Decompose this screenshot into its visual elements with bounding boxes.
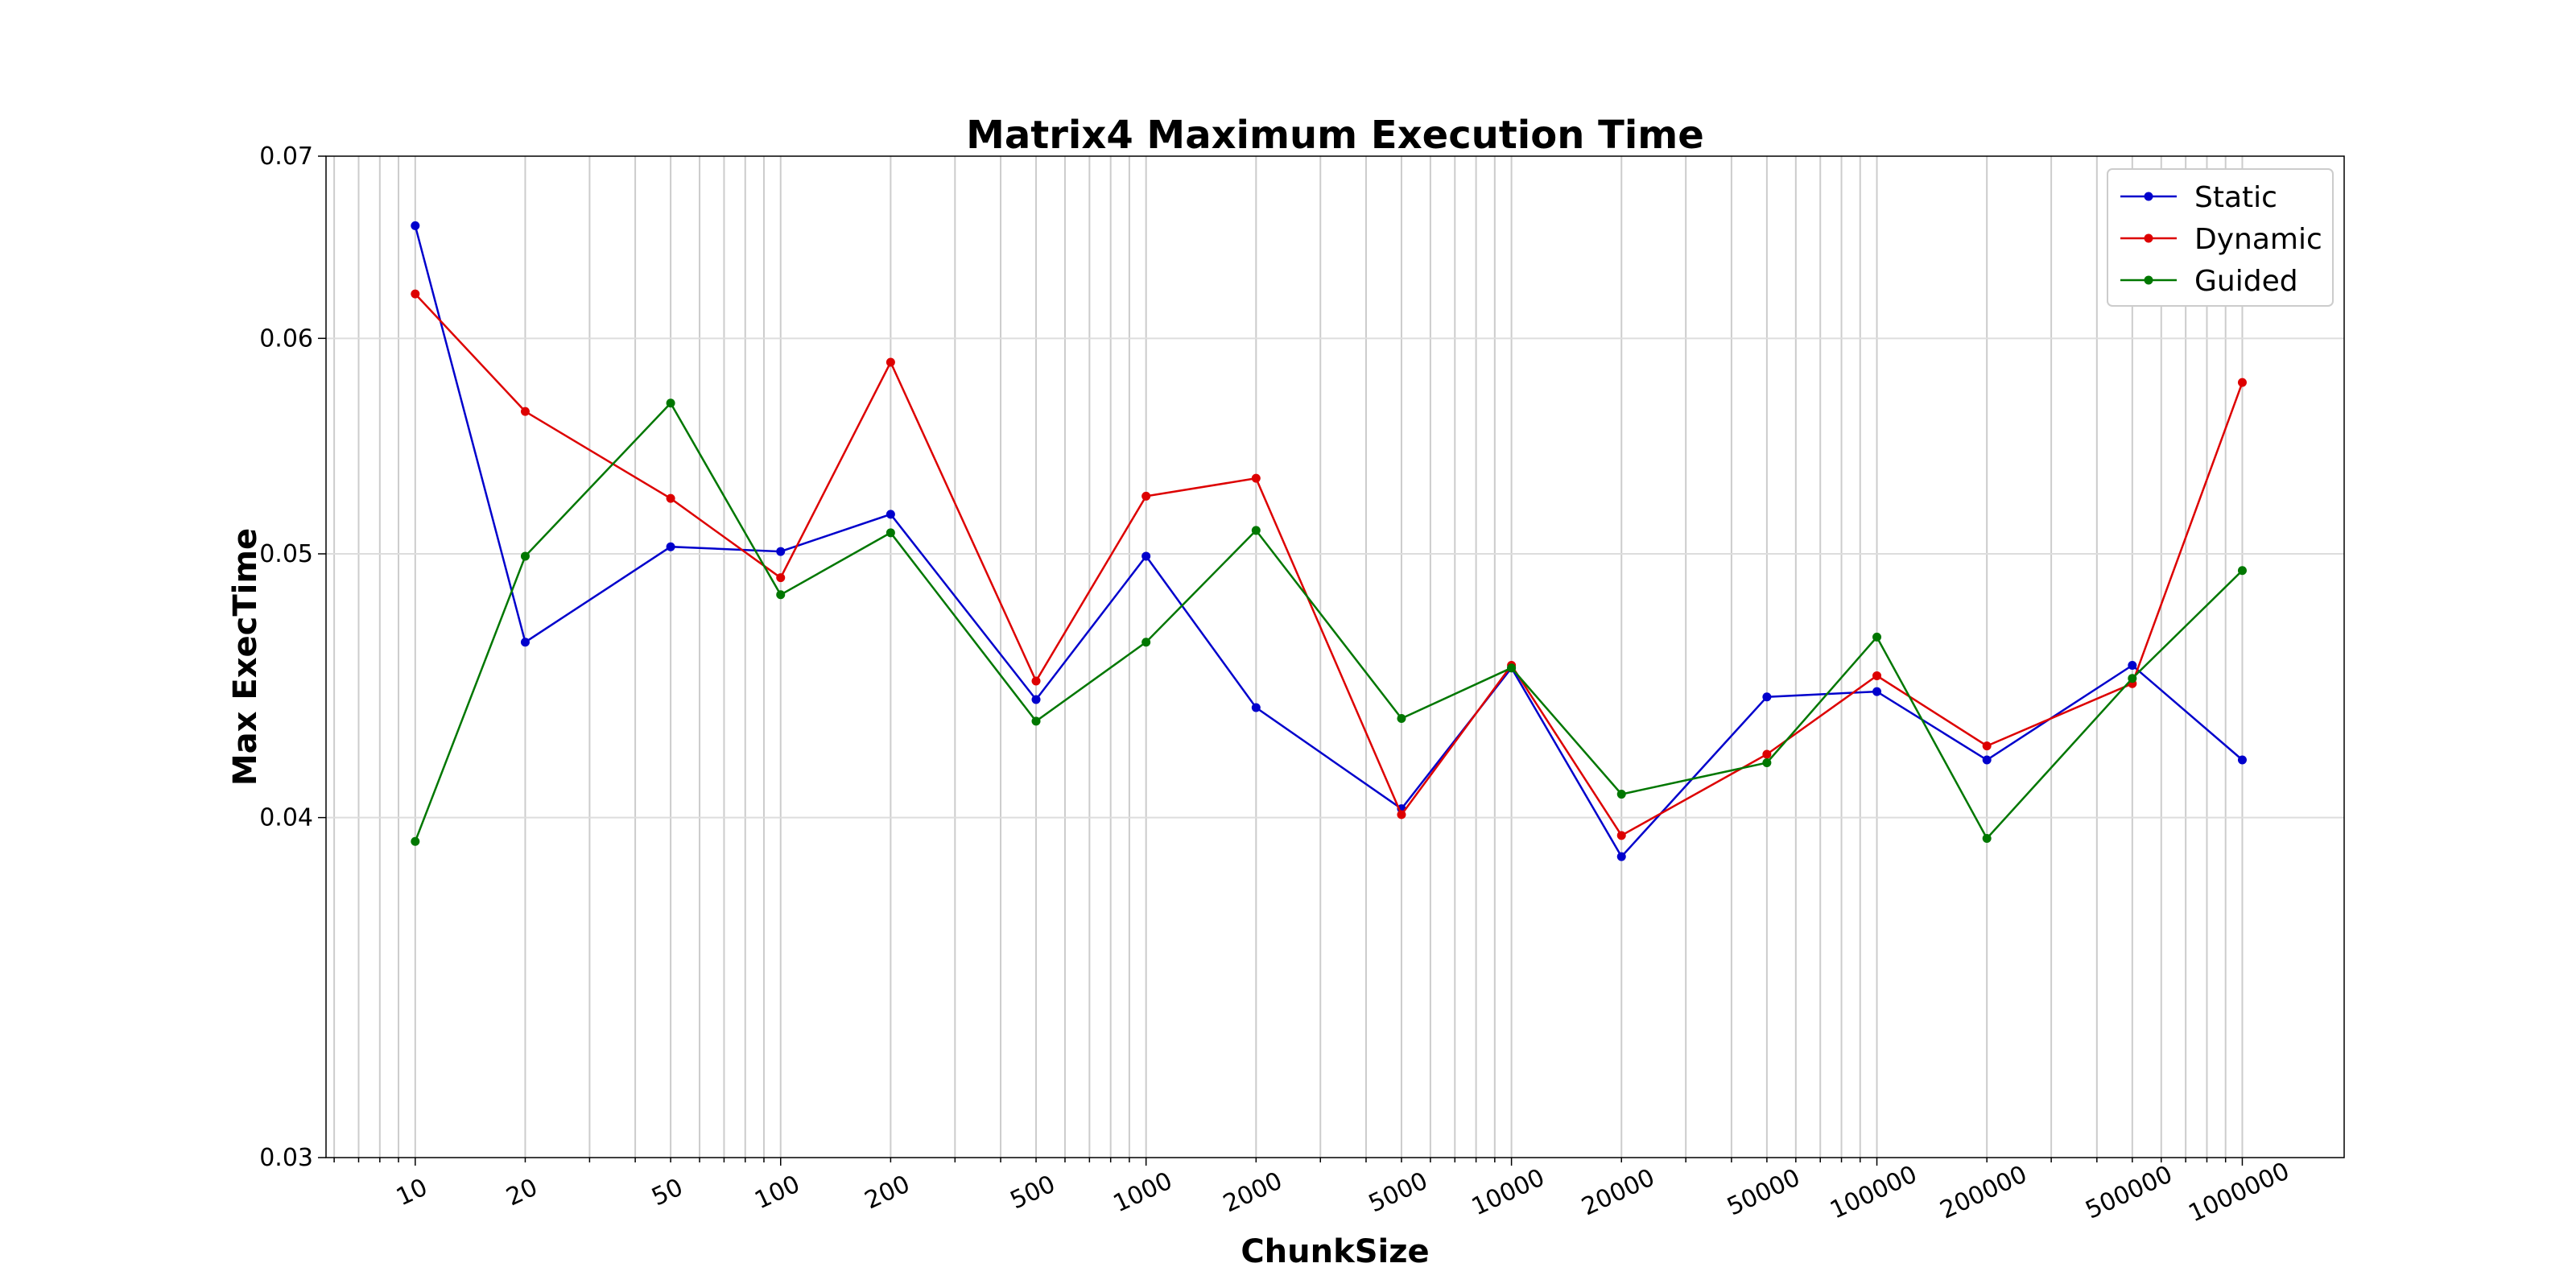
data-point-static [520, 638, 530, 647]
y-tick-label: 0.03 [259, 1144, 313, 1172]
data-point-guided [1251, 526, 1261, 535]
data-point-guided [1982, 834, 1992, 844]
x-tick-label: 20 [502, 1173, 542, 1212]
legend: Static Dynamic Guided [2107, 168, 2334, 307]
legend-label-guided: Guided [2194, 265, 2298, 298]
data-point-dynamic [1031, 676, 1041, 686]
data-point-dynamic [1141, 491, 1151, 501]
y-axis-label: Max ExecTime [227, 528, 264, 786]
data-point-dynamic [1982, 741, 1992, 751]
series-guided [411, 398, 2247, 846]
x-tick-label: 100000 [1826, 1160, 1922, 1224]
x-tick-label: 2000 [1219, 1166, 1286, 1218]
data-point-guided [886, 528, 895, 538]
data-point-dynamic [1872, 671, 1882, 680]
data-point-dynamic [411, 289, 420, 299]
x-tick-label: 50000 [1723, 1163, 1804, 1221]
x-tick-label: 5000 [1364, 1166, 1432, 1218]
x-axis-label: ChunkSize [1241, 1233, 1429, 1270]
legend-marker-static [2144, 192, 2153, 201]
data-point-static [776, 547, 786, 556]
data-point-static [1031, 695, 1041, 704]
x-tick-label: 500000 [2082, 1160, 2178, 1224]
data-point-static [1762, 692, 1772, 702]
series-static [411, 221, 2247, 861]
data-point-guided [1616, 790, 1626, 799]
data-point-static [886, 510, 895, 519]
data-point-guided [2128, 674, 2137, 683]
data-point-guided [1141, 638, 1151, 647]
legend-marker-guided [2144, 275, 2153, 285]
chart-title: Matrix4 Maximum Execution Time [966, 113, 1704, 158]
data-point-static [1616, 852, 1626, 861]
x-tick-label: 200000 [1936, 1160, 2032, 1224]
data-point-static [1982, 755, 1992, 765]
series-line-dynamic [414, 293, 2244, 837]
x-tick-label: 10000 [1468, 1163, 1549, 1221]
data-point-guided [1031, 716, 1041, 726]
legend-item-dynamic: Dynamic [2120, 223, 2322, 256]
data-point-dynamic [1251, 473, 1261, 483]
series-lines [411, 221, 2247, 861]
data-point-guided [666, 398, 675, 408]
data-point-guided [2237, 566, 2247, 576]
legend-label-dynamic: Dynamic [2194, 223, 2322, 256]
x-tick-label: 20000 [1578, 1163, 1659, 1221]
y-tick-label: 0.07 [259, 142, 313, 171]
data-point-static [2237, 755, 2247, 765]
legend-label-static: Static [2194, 181, 2277, 214]
x-tick-label: 500 [1006, 1170, 1060, 1215]
data-point-guided [1397, 713, 1406, 723]
data-point-guided [1762, 758, 1772, 767]
data-point-static [1251, 703, 1261, 712]
data-point-static [666, 542, 675, 551]
data-point-dynamic [1616, 831, 1626, 840]
x-tick-label: 100 [750, 1170, 804, 1215]
series-line-static [414, 225, 2244, 859]
legend-item-guided: Guided [2120, 265, 2298, 298]
x-tick-label: 50 [647, 1173, 687, 1212]
legend-box [2107, 168, 2334, 307]
y-tick-label: 0.04 [259, 804, 313, 832]
data-point-guided [1507, 663, 1517, 673]
grid-lines [326, 156, 2344, 1158]
data-point-static [2128, 660, 2137, 670]
x-tick-label: 1000 [1109, 1166, 1177, 1218]
data-point-dynamic [1397, 810, 1406, 819]
plot-area-frame [325, 155, 2345, 1158]
x-tick-label: 10 [392, 1173, 431, 1212]
data-point-guided [1872, 632, 1882, 642]
legend-marker-dynamic [2144, 233, 2153, 243]
data-point-dynamic [520, 407, 530, 416]
data-point-guided [520, 551, 530, 561]
data-point-dynamic [666, 493, 675, 503]
data-point-dynamic [886, 357, 895, 367]
data-point-dynamic [776, 573, 786, 583]
x-tick-label: 200 [861, 1170, 914, 1215]
series-dynamic [411, 289, 2247, 840]
x-tick-label: 1000000 [2185, 1157, 2294, 1228]
data-point-static [1141, 551, 1151, 561]
legend-item-static: Static [2120, 181, 2277, 214]
data-point-dynamic [2237, 378, 2247, 387]
y-tick-label: 0.06 [259, 324, 313, 353]
data-point-static [1872, 687, 1882, 696]
data-point-guided [411, 836, 420, 846]
data-point-dynamic [1762, 749, 1772, 759]
data-point-static [411, 221, 420, 230]
y-tick-label: 0.05 [259, 540, 313, 568]
axis-ticks: 0.03 0.04 0.05 0.06 0.07 10 20 50 100 200 500 1000 2… [259, 142, 2293, 1228]
data-point-guided [776, 590, 786, 600]
series-line-guided [414, 401, 2244, 842]
